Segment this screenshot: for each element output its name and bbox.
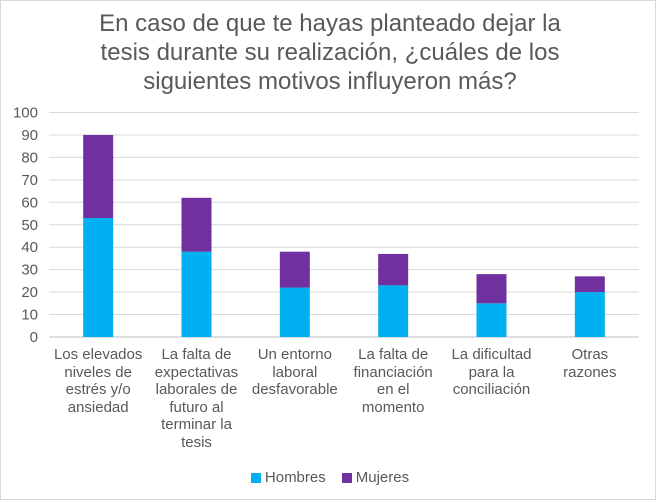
y-tick-label: 100 [13, 105, 38, 122]
x-category-label: La falta de expectativas laborales de futur… [145, 346, 249, 451]
x-category-label: La falta de financiación en el momento [341, 346, 445, 416]
y-tick-label: 30 [21, 262, 38, 279]
x-category-label-line: La dificultad [451, 346, 532, 363]
legend-swatch-mujeres [341, 472, 352, 483]
x-category-label-line: momento [361, 398, 425, 416]
x-category-label-line: financiación [353, 363, 433, 381]
y-tick-label: 70 [21, 172, 38, 189]
y-tick-label: 60 [21, 194, 38, 211]
legend-item-mujeres: Mujeres [341, 469, 410, 486]
x-category-label-line: expectativas [154, 363, 239, 381]
bar-mujeres-3 [378, 253, 409, 286]
x-category-label-line: conciliación [452, 381, 531, 398]
bar-mujeres-4 [476, 274, 507, 304]
bar-hombres-3 [378, 285, 409, 337]
y-tick-label: 50 [21, 217, 38, 234]
y-tick-label: 0 [30, 329, 38, 346]
x-category-label-line: ansiedad [67, 398, 129, 416]
x-category-label-line: laborales de [155, 381, 238, 398]
legend-label-mujeres: Mujeres [355, 469, 410, 486]
x-category-label: Un entorno laboral desfavorable [243, 346, 347, 399]
x-category-label-line: para la [468, 363, 515, 381]
y-tick-label: 10 [21, 307, 38, 324]
x-category-label-line: Otras [571, 346, 609, 363]
bar-hombres-5 [574, 292, 605, 337]
chart-plot-area: 0 10 20 30 40 50 60 70 80 90 100 [13, 105, 639, 346]
x-category-label-line: razones [563, 363, 617, 381]
bar-mujeres-1 [181, 197, 212, 252]
chart-legend: Hombres Mujeres [1, 469, 658, 486]
x-category-label: Los elevados niveles de estrés y/o ansiedad [46, 346, 150, 416]
chart-title-line: tesis durante su realización, ¿cuáles de… [100, 39, 560, 66]
legend-swatch-hombres [250, 472, 261, 483]
y-tick-label: 20 [21, 284, 38, 301]
x-category-label-line: La falta de [358, 346, 429, 363]
chart-title: En caso de que te hayas planteado dejar … [41, 9, 619, 96]
x-category-label-line: Los elevados [53, 346, 143, 363]
x-category-label-line: estrés y/o [65, 381, 131, 398]
legend-label-hombres: Hombres [264, 469, 326, 486]
chart-title-line: En caso de que te hayas planteado dejar … [99, 10, 561, 37]
x-category-label: La dificultad para la conciliación [440, 346, 544, 399]
bar-mujeres-0 [83, 134, 114, 219]
bar-hombres-1 [181, 251, 212, 337]
x-category-label: Otras razones [538, 346, 642, 381]
x-category-label-line: terminar la [161, 416, 232, 433]
bar-mujeres-5 [574, 276, 605, 293]
x-category-label-line: tesis [181, 433, 212, 451]
y-tick-label: 40 [21, 239, 38, 256]
legend-item-hombres: Hombres [250, 469, 326, 486]
x-category-label-line: desfavorable [251, 381, 338, 398]
x-category-label-line: niveles de [64, 363, 132, 381]
y-tick-label: 80 [21, 149, 38, 166]
chart-title-line: siguientes motivos influyeron más? [143, 68, 517, 95]
x-category-label-line: Un entorno [257, 346, 332, 363]
bar-hombres-2 [279, 287, 310, 337]
x-category-label-line: La falta de [161, 346, 232, 363]
bar-hombres-4 [476, 303, 507, 337]
x-category-label-line: futuro al [169, 398, 224, 416]
x-category-label-line: en el [376, 381, 410, 398]
y-tick-label: 90 [21, 127, 38, 144]
x-category-label-line: laboral [272, 363, 318, 381]
bar-hombres-0 [83, 218, 114, 337]
bar-mujeres-2 [279, 251, 310, 288]
